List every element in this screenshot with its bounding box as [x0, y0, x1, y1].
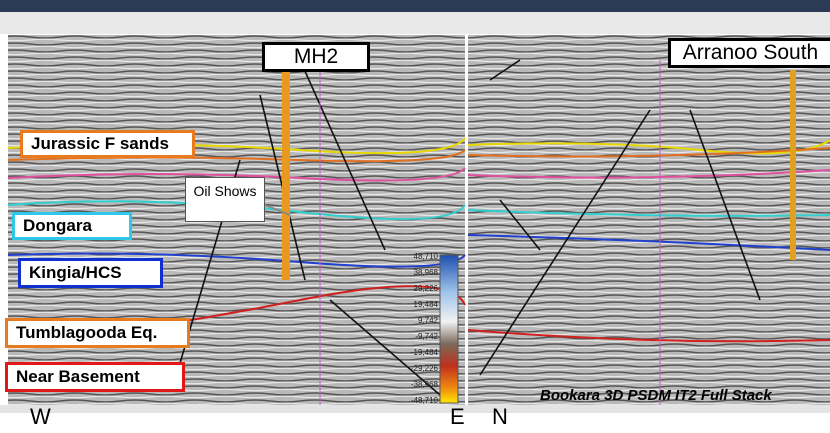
colorbar-label: 19,484: [413, 300, 438, 309]
horizon-label: Tumblagooda Eq.: [5, 318, 190, 348]
horizon-label: Jurassic F sands: [20, 130, 195, 158]
colorbar-label: -9,742: [415, 332, 438, 341]
caption: Bookara 3D PSDM IT2 Full Stack: [540, 387, 772, 404]
horizon-label: Dongara: [12, 212, 132, 240]
colorbar-label: -48,710: [410, 396, 438, 405]
toolbar[interactable]: [0, 12, 830, 34]
horizon-label: Kingia/HCS: [18, 258, 163, 288]
colorbar-label: -29,226: [410, 364, 438, 373]
colorbar-label: -19,484: [410, 348, 438, 357]
direction-label: N: [492, 404, 508, 429]
well-log-mh2: [282, 70, 290, 280]
well-label: MH2: [262, 42, 370, 72]
direction-label: E: [450, 404, 465, 429]
colorbar-label: 38,968: [413, 268, 438, 277]
title-bar: [0, 0, 830, 12]
callout: Oil Shows: [185, 177, 265, 222]
callout-pointer: [264, 204, 291, 216]
colorbar-label: 9,742: [417, 316, 438, 325]
colorbar-label: -38,968: [410, 380, 438, 389]
direction-label: W: [30, 404, 51, 429]
colorbar-label: 48,710: [413, 252, 438, 261]
horizon-label: Near Basement: [5, 362, 185, 392]
seismic-panel-right: [468, 35, 830, 405]
well-log-arranoo: [790, 70, 796, 260]
colorbar: [439, 254, 459, 404]
colorbar-label: 29,226: [413, 284, 438, 293]
status-bar: [0, 405, 830, 413]
well-label: Arranoo South: [668, 38, 830, 68]
